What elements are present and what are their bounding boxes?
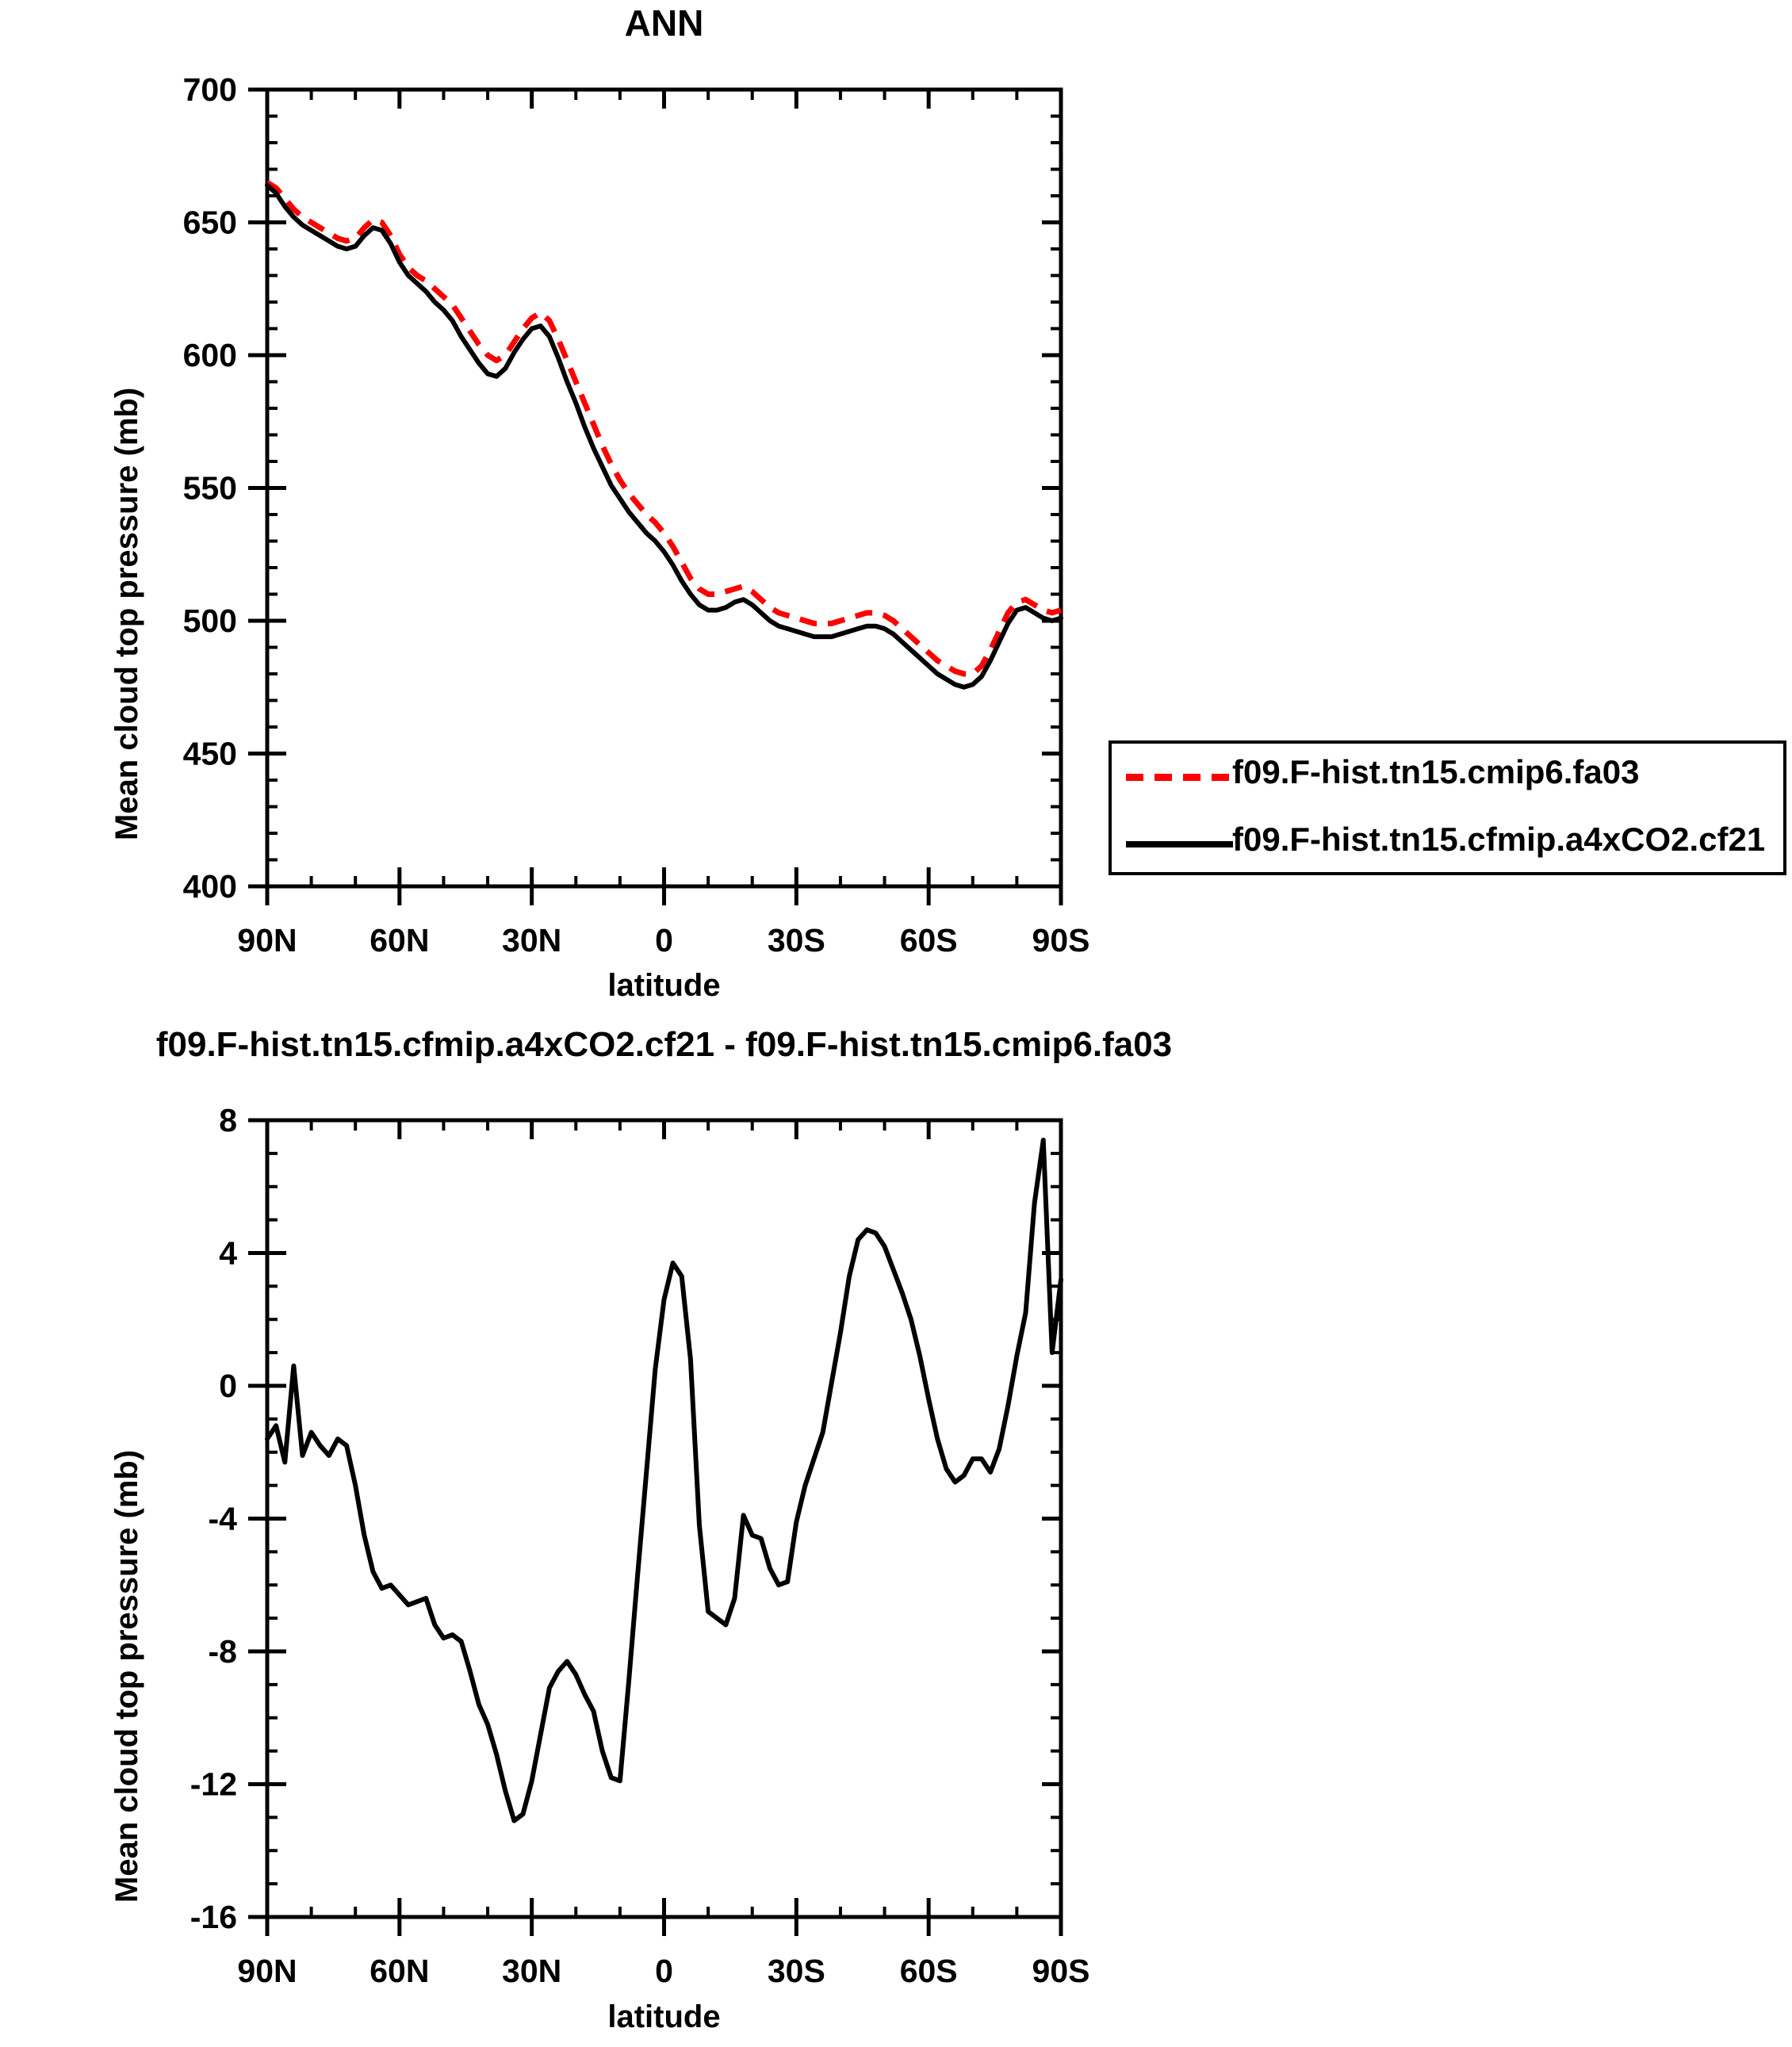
x-tick-label: 30S [768, 922, 825, 958]
y-tick-label: -16 [190, 1899, 237, 1935]
legend-label-fa03: f09.F-hist.tn15.cmip6.fa03 [1232, 753, 1640, 790]
series-line-0 [265, 1138, 1063, 1823]
x-tick-label: 60N [370, 1953, 429, 1989]
y-tick-label: 0 [219, 1368, 237, 1404]
x-tick-label: 0 [655, 1953, 673, 1989]
x-tick-label: 90S [1032, 1953, 1090, 1989]
x-tick-label: 90N [237, 922, 297, 958]
x-tick-label: 60S [900, 922, 958, 958]
bottom-panel-title: f09.F-hist.tn15.cfmip.a4xCO2.cf21 - f09.… [155, 1025, 1173, 1064]
bottom-panel-x-axis-label: latitude [607, 1999, 721, 2034]
top-panel-x-axis-label: latitude [607, 968, 721, 1003]
legend-label-cf21: f09.F-hist.tn15.cfmip.a4xCO2.cf21 [1232, 821, 1766, 858]
x-tick-label: 60N [370, 922, 429, 958]
series-line-1 [265, 182, 1063, 690]
y-tick-label: -12 [190, 1766, 237, 1803]
y-tick-label: 700 [183, 71, 237, 108]
x-tick-label: 30S [768, 1953, 825, 1989]
bottom-panel-y-axis-label: Mean cloud top pressure (mb) [109, 1449, 144, 1903]
x-tick-label: 0 [655, 922, 673, 958]
y-tick-label: 600 [183, 337, 237, 373]
legend-entry-fa03[interactable]: f09.F-hist.tn15.cmip6.fa03 [1112, 744, 1783, 811]
plot-frame [265, 1118, 1063, 1919]
legend: f09.F-hist.tn15.cmip6.fa03 f09.F-hist.tn… [1109, 740, 1786, 875]
y-tick-label: 400 [183, 868, 237, 905]
y-tick-label: 4 [219, 1235, 237, 1272]
top-panel-svg: 400 450 500 550 600 650 700 90N 60N 30N 0 30S 60S 90S [183, 71, 1090, 958]
y-tick-label: 500 [183, 603, 237, 639]
legend-swatch-solid-black [1126, 841, 1233, 847]
x-tick-label: 30N [502, 922, 561, 958]
x-tick-label: 60S [900, 1953, 958, 1989]
bottom-panel-svg: -16 -12 -8 -4 0 4 8 90N 60N 30N 0 30S 60S 90S [190, 1102, 1090, 1989]
series-line-0 [266, 180, 1063, 677]
x-tick-label: 90N [237, 1953, 297, 1989]
x-tick-label: 90S [1032, 922, 1090, 958]
top-panel-title: ANN [624, 2, 704, 44]
y-tick-label: -4 [209, 1501, 238, 1537]
y-tick-label: 450 [183, 736, 237, 772]
legend-entry-cf21[interactable]: f09.F-hist.tn15.cfmip.a4xCO2.cf21 [1112, 811, 1783, 878]
plot-frame [265, 87, 1063, 889]
x-tick-label: 30N [502, 1953, 561, 1989]
top-panel: 400 450 500 550 600 650 700 90N 60N 30N 0 30S 60S 90S [0, 48, 1126, 1015]
legend-swatch-dashed-red [1126, 774, 1233, 782]
y-tick-label: 650 [183, 205, 237, 241]
y-tick-label: 8 [219, 1102, 237, 1138]
y-tick-label: 550 [183, 470, 237, 507]
bottom-panel: -16 -12 -8 -4 0 4 8 90N 60N 30N 0 30S 60S 90S [0, 1078, 1126, 1998]
y-tick-label: -8 [209, 1633, 237, 1670]
top-panel-y-axis-label: Mean cloud top pressure (mb) [109, 387, 144, 840]
